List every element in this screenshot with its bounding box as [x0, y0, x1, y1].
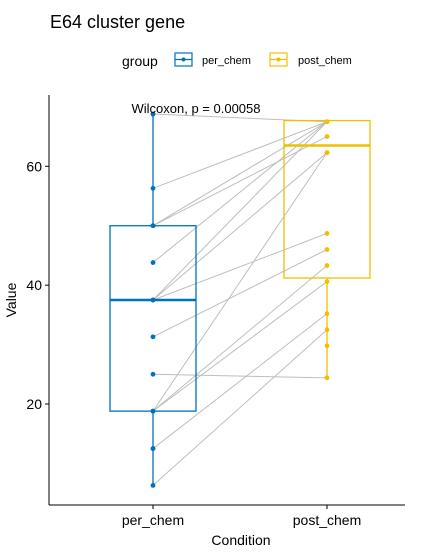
data-point-per-chem [150, 371, 156, 377]
pair-line [152, 281, 328, 412]
data-point-post-chem [324, 134, 330, 139]
y-tick-label: 40 [26, 277, 42, 293]
legend-key-post-chem [269, 52, 288, 67]
data-point-post-chem [324, 119, 330, 125]
data-point-post-chem [324, 231, 330, 236]
data-point-per-chem [150, 260, 156, 265]
data-point-post-chem [324, 247, 330, 252]
x-axis-label: Condition [211, 532, 270, 548]
data-point-per-chem [150, 223, 156, 229]
data-point-post-chem [324, 263, 330, 268]
pair-line [152, 329, 328, 486]
boxes [109, 114, 371, 486]
y-tick-label: 60 [26, 158, 42, 174]
pair-line [152, 136, 328, 227]
pair-line [152, 152, 328, 412]
points [150, 111, 330, 488]
x-ticks: per_chem post_chem [122, 505, 361, 528]
data-point-per-chem [150, 297, 156, 303]
data-point-post-chem [324, 375, 330, 381]
pair-line [152, 152, 328, 301]
box-rect [109, 225, 197, 412]
data-point-post-chem [324, 343, 330, 349]
legend: group per_chem post_chem [122, 52, 352, 69]
x-tick-label: post_chem [293, 512, 361, 528]
pair-line [152, 121, 328, 227]
y-axis-label: Value [3, 282, 19, 317]
pair-line [152, 121, 328, 301]
significance-annotation: Wilcoxon, p = 0.00058 [132, 101, 261, 116]
legend-title: group [122, 53, 158, 69]
box-rect [283, 119, 371, 279]
pair-line [152, 313, 328, 449]
chart-title: E64 cluster gene [50, 12, 185, 32]
x-tick-label: per_chem [122, 512, 184, 528]
data-point-per-chem [150, 334, 156, 340]
pair-line [152, 232, 328, 301]
y-ticks: 20 40 60 [26, 158, 49, 412]
data-point-post-chem [324, 327, 330, 333]
legend-label-post-chem: post_chem [298, 55, 352, 67]
data-point-post-chem [324, 279, 330, 284]
y-tick-label: 20 [26, 396, 42, 412]
data-point-post-chem [324, 311, 330, 317]
pair-line [152, 265, 328, 412]
pair-line [152, 373, 328, 379]
data-point-per-chem [150, 482, 156, 488]
pair-line [152, 249, 328, 338]
data-point-per-chem [150, 185, 156, 191]
data-point-per-chem [150, 408, 156, 414]
data-point-per-chem [150, 446, 156, 451]
data-point-post-chem [324, 150, 330, 156]
pair-line [152, 121, 328, 189]
legend-label-per-chem: per_chem [202, 55, 251, 67]
data-point-per-chem [150, 111, 156, 117]
legend-key-per-chem [174, 52, 193, 67]
